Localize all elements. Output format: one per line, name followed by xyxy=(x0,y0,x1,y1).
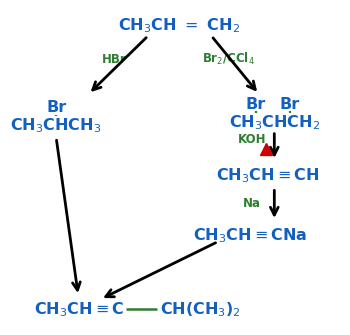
Text: CH$_3$CHCH$_3$: CH$_3$CHCH$_3$ xyxy=(10,117,102,135)
Text: Na: Na xyxy=(243,197,261,210)
Text: Br: Br xyxy=(280,96,300,112)
Text: CH$_3$CH $=$ CH$_2$: CH$_3$CH $=$ CH$_2$ xyxy=(118,16,240,35)
Text: CH$_3$CH$\equiv$CNa: CH$_3$CH$\equiv$CNa xyxy=(193,226,308,245)
Text: CH$_3$CH$\equiv$C: CH$_3$CH$\equiv$C xyxy=(34,300,124,319)
Text: Br$_2$/CCl$_4$: Br$_2$/CCl$_4$ xyxy=(202,51,255,67)
Text: Br: Br xyxy=(46,100,66,115)
Text: CH$_3$CH$\equiv$CH: CH$_3$CH$\equiv$CH xyxy=(216,166,319,185)
Text: CH$_3$CHCH$_2$: CH$_3$CHCH$_2$ xyxy=(229,113,320,132)
Text: KOH: KOH xyxy=(238,133,266,146)
Text: HBr: HBr xyxy=(102,53,126,66)
Text: CH(CH$_3$)$_2$: CH(CH$_3$)$_2$ xyxy=(160,300,241,319)
Text: Br: Br xyxy=(245,96,266,112)
